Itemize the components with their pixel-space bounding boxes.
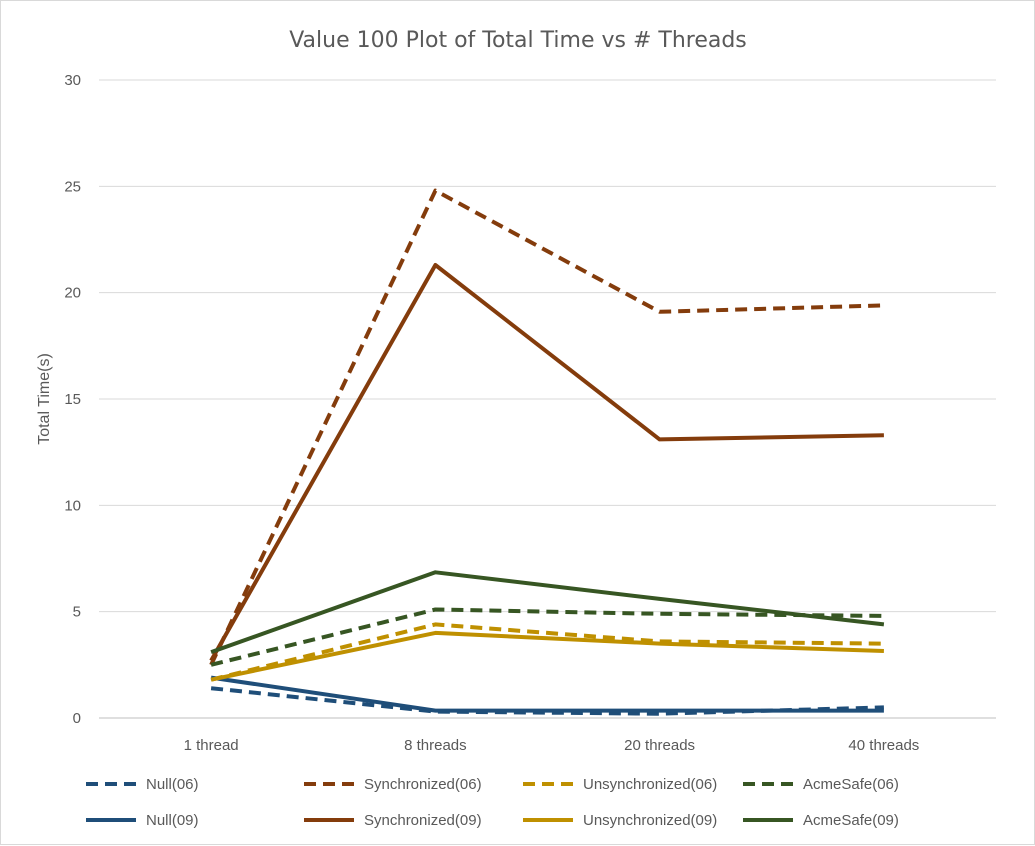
y-tick-label: 30 (64, 72, 81, 89)
legend-label-synchronized-06: Synchronized(06) (364, 776, 482, 793)
legend-label-unsynchronized-06: Unsynchronized(06) (583, 776, 717, 793)
x-tick-label: 8 threads (404, 737, 467, 754)
legend-label-synchronized-09: Synchronized(09) (364, 812, 482, 829)
series-line-synchronized-09 (211, 265, 884, 661)
y-tick-label: 20 (64, 285, 81, 302)
y-tick-label: 15 (64, 391, 81, 408)
x-tick-label: 40 threads (848, 737, 919, 754)
chart-title: Value 100 Plot of Total Time vs # Thread… (289, 28, 747, 53)
series-line-unsynchronized-06 (211, 624, 884, 679)
legend-label-null-06: Null(06) (146, 776, 199, 793)
series-line-null-09 (211, 678, 884, 711)
series-line-synchronized-06 (211, 191, 884, 665)
series-lines (211, 191, 884, 714)
y-tick-label: 10 (64, 497, 81, 514)
legend-label-acmesafe-06: AcmeSafe(06) (803, 776, 899, 793)
legend-label-null-09: Null(09) (146, 812, 199, 829)
y-axis-ticks: 0 5 10 15 20 25 30 (64, 72, 81, 727)
legend-label-acmesafe-09: AcmeSafe(09) (803, 812, 899, 829)
y-tick-label: 25 (64, 178, 81, 195)
legend-label-unsynchronized-09: Unsynchronized(09) (583, 812, 717, 829)
x-axis-ticks: 1 thread 8 threads 20 threads 40 threads (184, 737, 920, 754)
legend: Null(06) Synchronized(06) Unsynchronized(0… (86, 776, 899, 829)
y-axis-label: Total Time(s) (36, 353, 53, 445)
y-tick-label: 5 (73, 604, 81, 621)
x-tick-label: 20 threads (624, 737, 695, 754)
x-tick-label: 1 thread (184, 737, 239, 754)
y-tick-label: 0 (73, 710, 81, 727)
